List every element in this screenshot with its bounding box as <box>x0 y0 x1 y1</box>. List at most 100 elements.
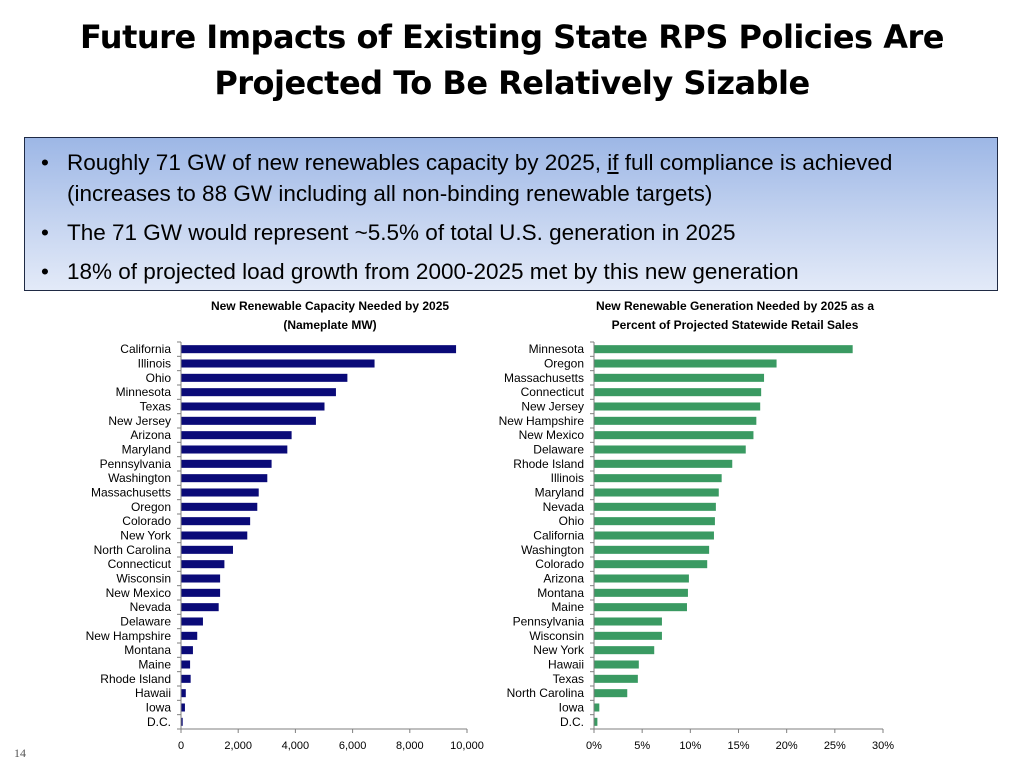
generation-chart-title-line2: Percent of Projected Statewide Retail Sa… <box>611 318 859 332</box>
generation-category-label: Massachusetts <box>504 371 584 385</box>
generation-bar <box>594 388 762 397</box>
generation-category-label: New Hampshire <box>499 414 585 428</box>
capacity-category-label: Minnesota <box>116 385 172 399</box>
slide-number: 14 <box>14 746 26 760</box>
generation-category-label: Minnesota <box>529 342 585 356</box>
capacity-bar <box>181 345 457 354</box>
capacity-bar <box>181 703 185 712</box>
generation-category-label: Texas <box>553 672 584 686</box>
capacity-bar <box>181 717 183 726</box>
generation-chart-title: New Renewable Generation Needed by 2025 … <box>555 297 915 335</box>
capacity-category-label: Iowa <box>146 701 172 715</box>
capacity-category-label: Pennsylvania <box>100 457 172 471</box>
generation-category-label: New Jersey <box>521 400 584 414</box>
generation-bar <box>594 703 600 712</box>
generation-bar <box>594 531 714 540</box>
bullet-1-text-b: full compliance is achieved (increases t… <box>67 150 893 206</box>
generation-bar <box>594 717 598 726</box>
generation-bar <box>594 588 688 597</box>
capacity-category-label: New Mexico <box>106 586 172 600</box>
generation-category-label: Maryland <box>535 486 584 500</box>
generation-category-label: California <box>533 529 584 543</box>
generation-chart-title-line1: New Renewable Generation Needed by 2025 … <box>595 299 875 313</box>
generation-bar <box>594 359 777 368</box>
bullet-2-text: The 71 GW would represent ~5.5% of total… <box>67 220 736 245</box>
capacity-bar <box>181 388 336 397</box>
capacity-x-tick-label: 4,000 <box>282 740 310 752</box>
capacity-x-tick-label: 0 <box>178 740 184 752</box>
generation-bar <box>594 689 628 698</box>
capacity-bar <box>181 517 251 526</box>
capacity-bar <box>181 531 248 540</box>
generation-bar <box>594 517 715 526</box>
generation-category-label: Colorado <box>535 557 584 571</box>
bullet-symbol: • <box>41 150 49 175</box>
generation-bar <box>594 560 708 569</box>
generation-bar <box>594 545 710 554</box>
generation-category-label: D.C. <box>560 715 584 729</box>
capacity-category-label: Washington <box>108 471 171 485</box>
capacity-bar <box>181 488 259 497</box>
capacity-bar <box>181 431 292 440</box>
generation-bar <box>594 603 687 612</box>
capacity-category-label: Connecticut <box>108 557 172 571</box>
generation-category-label: Hawaii <box>548 658 584 672</box>
capacity-category-label: Colorado <box>122 514 171 528</box>
generation-bar <box>594 660 639 669</box>
slide-title: Future Impacts of Existing State RPS Pol… <box>20 14 1004 106</box>
capacity-category-label: New Hampshire <box>86 629 172 643</box>
generation-category-label: North Carolina <box>507 686 585 700</box>
capacity-category-label: Maine <box>138 658 171 672</box>
bullet-1-text-a: Roughly 71 GW of new renewables capacity… <box>67 150 608 175</box>
capacity-bar <box>181 603 219 612</box>
capacity-category-label: Delaware <box>120 615 171 629</box>
generation-x-tick-label: 30% <box>872 740 894 752</box>
capacity-category-label: North Carolina <box>94 543 172 557</box>
bullet-1-emphasis: if <box>607 150 619 175</box>
generation-bar <box>594 345 853 354</box>
capacity-bar <box>181 502 258 511</box>
capacity-category-label: Maryland <box>122 443 171 457</box>
capacity-category-label: Arizona <box>130 428 171 442</box>
generation-bar <box>594 631 662 640</box>
bullet-box: • Roughly 71 GW of new renewables capacit… <box>24 137 998 291</box>
capacity-bar <box>181 574 221 583</box>
bullet-item-1: • Roughly 71 GW of new renewables capacit… <box>39 147 977 209</box>
generation-category-label: Oregon <box>544 357 584 371</box>
generation-x-tick-label: 5% <box>634 740 650 752</box>
generation-x-tick-label: 10% <box>679 740 701 752</box>
capacity-category-label: California <box>120 342 171 356</box>
generation-bar <box>594 445 746 454</box>
capacity-bar <box>181 402 325 411</box>
generation-category-label: Pennsylvania <box>513 615 585 629</box>
capacity-bar <box>181 359 375 368</box>
generation-bar <box>594 574 689 583</box>
generation-bar <box>594 402 761 411</box>
capacity-bar <box>181 689 186 698</box>
capacity-bar <box>181 646 193 655</box>
capacity-bar <box>181 373 348 382</box>
generation-category-label: Ohio <box>559 514 585 528</box>
bullet-symbol: • <box>41 220 49 245</box>
generation-category-label: Iowa <box>559 701 585 715</box>
capacity-category-label: Hawaii <box>135 686 171 700</box>
generation-x-tick-label: 20% <box>776 740 798 752</box>
generation-bar <box>594 502 716 511</box>
capacity-category-label: Texas <box>140 400 171 414</box>
capacity-bar <box>181 545 233 554</box>
capacity-chart-title: New Renewable Capacity Needed by 2025 (N… <box>170 297 490 335</box>
bullet-symbol: • <box>41 259 49 284</box>
generation-bar <box>594 373 765 382</box>
generation-bar <box>594 474 722 483</box>
capacity-bar <box>181 560 225 569</box>
generation-category-label: Nevada <box>543 500 585 514</box>
generation-bar <box>594 646 655 655</box>
capacity-category-label: Oregon <box>131 500 171 514</box>
capacity-x-tick-label: 8,000 <box>396 740 424 752</box>
generation-category-label: New Mexico <box>519 428 585 442</box>
capacity-category-label: Nevada <box>130 600 172 614</box>
capacity-chart-title-line2: (Nameplate MW) <box>283 318 377 332</box>
generation-bar <box>594 431 754 440</box>
capacity-category-label: D.C. <box>147 715 171 729</box>
slide-title-line2: Projected To Be Relatively Sizable <box>214 64 810 102</box>
